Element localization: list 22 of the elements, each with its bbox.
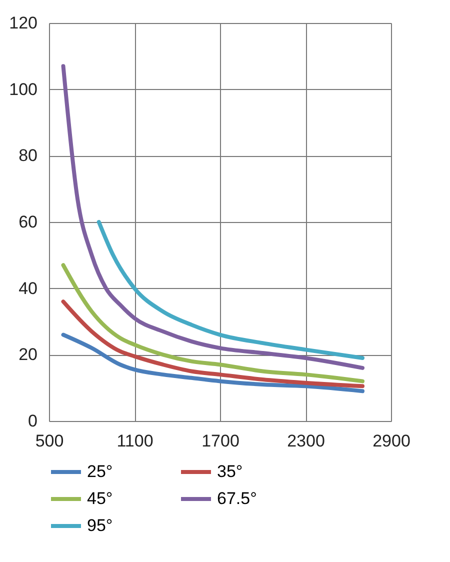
line-series xyxy=(61,332,364,394)
legend-label: 25° xyxy=(87,462,113,481)
legend-label: 95° xyxy=(87,516,113,535)
x-tick-label: 1700 xyxy=(202,432,240,450)
line-series xyxy=(61,263,364,384)
line-series xyxy=(96,220,364,360)
y-tick-label: 80 xyxy=(18,146,38,166)
legend-label: 35° xyxy=(217,462,243,481)
y-tick-label: 40 xyxy=(18,278,38,298)
y-tick-label: 60 xyxy=(18,212,38,232)
y-tick-label: 120 xyxy=(9,14,38,32)
x-tick-label: 2900 xyxy=(372,432,410,450)
y-tick-label: 20 xyxy=(18,345,38,364)
y-tick-label: 0 xyxy=(28,412,38,430)
x-tick-label: 500 xyxy=(35,432,64,450)
line-series xyxy=(61,300,364,388)
legend-label: 67.5° xyxy=(217,489,257,508)
line-series xyxy=(61,64,364,370)
x-tick-label: 2300 xyxy=(287,432,325,450)
legend-label: 45° xyxy=(87,489,113,508)
y-tick-label: 100 xyxy=(9,80,38,99)
x-tick-label: 1100 xyxy=(116,432,154,450)
